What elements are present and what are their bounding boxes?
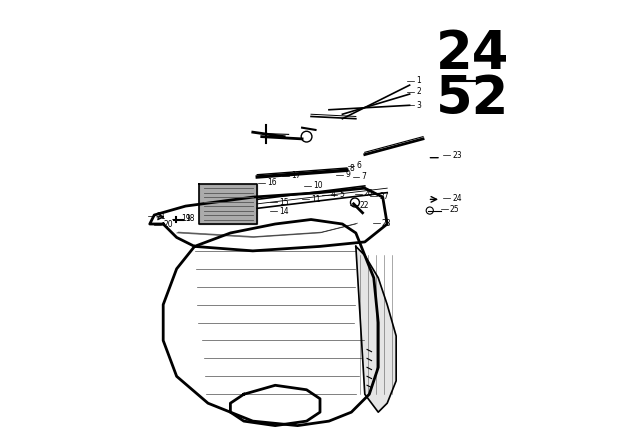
- Text: 24: 24: [452, 194, 462, 203]
- Text: 6: 6: [356, 161, 362, 170]
- Text: 7: 7: [362, 172, 367, 181]
- Text: 18: 18: [185, 214, 194, 223]
- Text: 8: 8: [349, 164, 354, 172]
- Text: 3: 3: [417, 101, 421, 110]
- Text: 4: 4: [331, 190, 335, 199]
- Text: 23: 23: [452, 151, 462, 160]
- Text: 17: 17: [291, 171, 301, 180]
- Polygon shape: [199, 184, 257, 224]
- Text: 11: 11: [311, 195, 321, 204]
- Text: 19: 19: [181, 214, 191, 223]
- Text: 10: 10: [314, 181, 323, 190]
- Text: 20: 20: [163, 220, 173, 229]
- Text: 21: 21: [157, 212, 166, 221]
- Text: 52: 52: [436, 73, 509, 125]
- Text: 26: 26: [364, 189, 374, 198]
- Text: 15: 15: [279, 198, 289, 207]
- Text: 27: 27: [379, 192, 388, 201]
- Text: 14: 14: [279, 207, 289, 216]
- Text: 2: 2: [417, 87, 421, 96]
- Text: 25: 25: [450, 205, 460, 214]
- Text: 1: 1: [417, 76, 421, 85]
- Text: 28: 28: [382, 219, 391, 228]
- Text: 5: 5: [339, 190, 344, 199]
- Text: 9: 9: [345, 170, 350, 179]
- Text: 22: 22: [360, 201, 369, 210]
- Text: 16: 16: [267, 178, 276, 187]
- Polygon shape: [356, 246, 396, 412]
- Text: 24: 24: [436, 28, 509, 80]
